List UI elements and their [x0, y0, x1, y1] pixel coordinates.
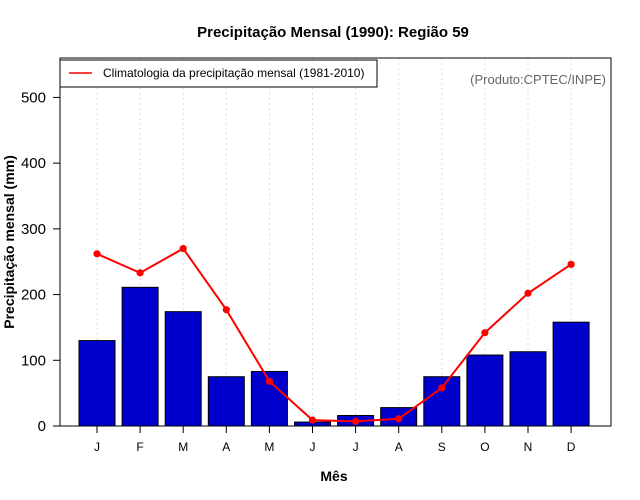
x-tick-label: N	[524, 440, 533, 454]
x-tick-label: A	[395, 440, 403, 454]
x-tick-label: D	[567, 440, 576, 454]
bar-4	[207, 376, 245, 427]
x-tick-label: J	[94, 440, 100, 454]
x-tick-label: J	[310, 440, 316, 454]
climatology-point-5	[265, 377, 273, 385]
x-tick-label: F	[136, 440, 143, 454]
x-tick-label: A	[222, 440, 230, 454]
plot-frame	[59, 57, 612, 427]
legend-label: Climatologia da precipitação mensal (198…	[103, 66, 364, 80]
y-tick-label: 500	[21, 89, 46, 106]
climatology-point-4	[222, 306, 230, 314]
bar-2	[121, 286, 159, 427]
x-tick-label: J	[353, 440, 359, 454]
bar-1	[78, 340, 116, 427]
y-tick-label: 400	[21, 155, 46, 172]
climatology-point-2	[136, 269, 144, 277]
x-axis-label: Mês	[320, 468, 347, 484]
y-axis-label: Precipitação mensal (mm)	[1, 155, 17, 329]
climatology-point-12	[567, 260, 575, 268]
y-tick-label: 300	[21, 221, 46, 238]
climatology-point-3	[179, 244, 187, 253]
bars-group	[78, 286, 590, 427]
bar-3	[164, 311, 202, 427]
y-tick-label: 100	[21, 352, 46, 369]
legend: Climatologia da precipitação mensal (198…	[59, 59, 378, 88]
climatology-point-11	[524, 289, 532, 297]
climatology-point-8	[395, 415, 403, 423]
climatology-line	[96, 247, 572, 423]
x-tick-label: M	[178, 440, 188, 454]
climatology-point-6	[308, 416, 317, 424]
bar-11	[509, 351, 547, 427]
climatology-point-7	[352, 417, 360, 425]
chart-title: Precipitação Mensal (1990): Região 59	[197, 24, 469, 41]
y-tick-label: 0	[38, 418, 46, 435]
climatology-line-group	[93, 244, 575, 425]
x-tick-label: M	[264, 440, 274, 454]
x-tick-label: O	[480, 440, 489, 454]
bar-9	[423, 376, 461, 427]
credit-text: (Produto:CPTEC/INPE)	[470, 72, 606, 87]
y-axis: 0 100 200 300 400 500	[21, 89, 60, 435]
x-tick-label: S	[438, 440, 446, 454]
climatology-point-1	[93, 250, 101, 258]
bar-12	[552, 321, 590, 427]
y-tick-label: 200	[21, 287, 46, 304]
climatology-point-10	[481, 329, 489, 337]
climatology-point-9	[438, 384, 446, 392]
bar-10	[466, 354, 504, 427]
legend-box	[59, 59, 378, 88]
